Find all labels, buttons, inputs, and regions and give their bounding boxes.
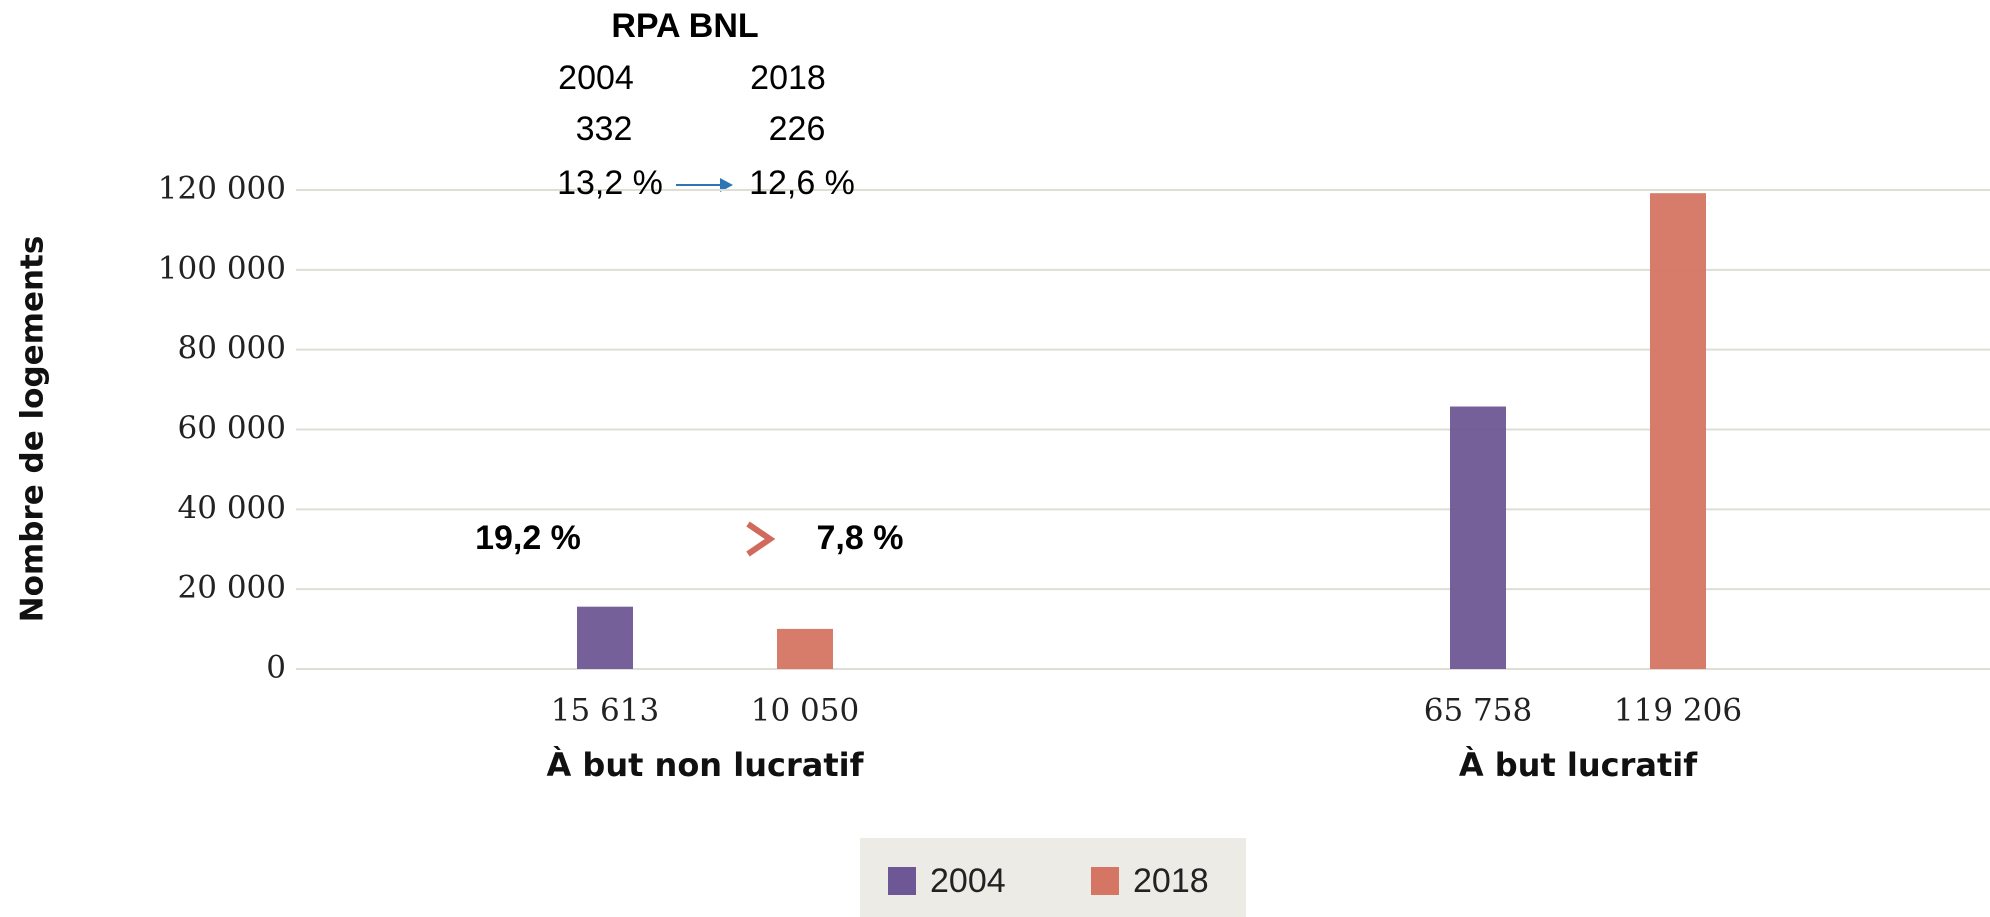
annotation: 226 (769, 110, 826, 148)
legend-swatch (888, 867, 916, 895)
annotation: RPA BNL (611, 7, 758, 45)
value-label: 10 050 (751, 693, 859, 729)
y-tick-label: 60 000 (178, 410, 286, 446)
annotation: 2004 (558, 59, 634, 97)
bar (1450, 406, 1506, 669)
y-tick-label: 0 (266, 650, 286, 686)
legend-box (860, 838, 1246, 917)
category-label: À but lucratif (1459, 746, 1698, 784)
legend-label: 2004 (930, 862, 1006, 900)
bar (1650, 193, 1706, 670)
legend-swatch (1091, 867, 1119, 895)
value-label: 15 613 (551, 693, 659, 729)
annotation: 13,2 % (557, 164, 663, 202)
y-tick-label: 80 000 (178, 330, 286, 366)
category-label: À but non lucratif (547, 746, 865, 784)
annotation: 2018 (750, 59, 826, 97)
value-label: 119 206 (1614, 693, 1742, 729)
arrow-head (720, 178, 733, 192)
annotation: 19,2 % (475, 519, 581, 557)
y-tick-label: 20 000 (178, 570, 286, 606)
y-tick-label: 100 000 (158, 250, 286, 286)
legend-label: 2018 (1133, 862, 1209, 900)
annotation: 332 (576, 110, 633, 148)
y-axis-title: Nombre de logements (15, 236, 51, 623)
y-tick-label: 120 000 (158, 171, 286, 207)
value-label: 65 758 (1424, 693, 1532, 729)
annotation: 12,6 % (749, 164, 855, 202)
bar (577, 606, 633, 669)
y-tick-label: 40 000 (178, 490, 286, 526)
arrow-head (746, 521, 776, 557)
bar (777, 628, 833, 669)
annotation: 7,8 % (817, 519, 904, 557)
